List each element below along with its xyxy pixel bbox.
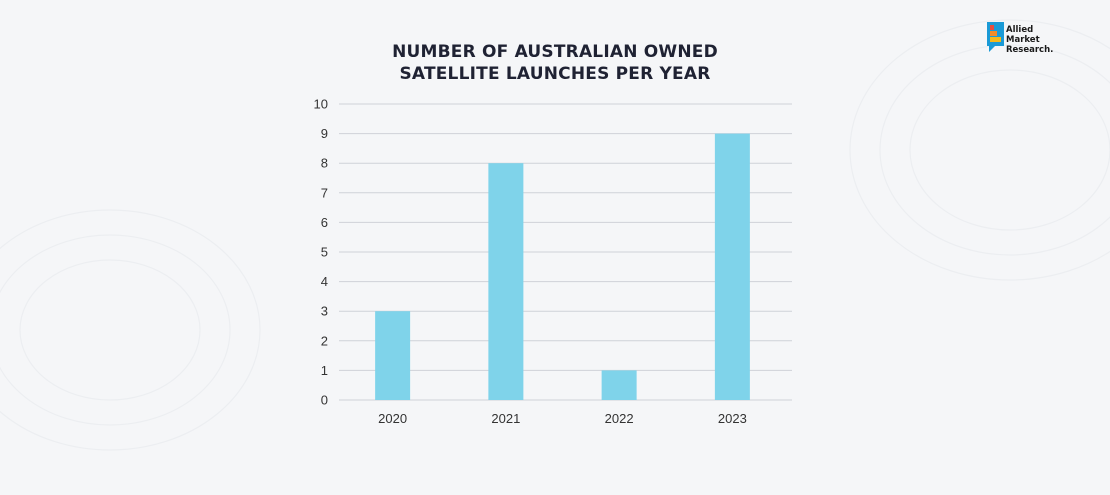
x-tick-label: 2023 bbox=[718, 411, 747, 426]
logo-text-line-2: Market bbox=[1006, 35, 1040, 45]
y-tick-label: 0 bbox=[321, 393, 328, 408]
y-tick-label: 10 bbox=[314, 97, 328, 112]
y-axis-tick-labels: 0 1 2 3 4 5 6 7 8 9 10 bbox=[314, 97, 328, 408]
y-tick-label: 6 bbox=[321, 215, 328, 230]
bars bbox=[375, 133, 750, 400]
bar-2021 bbox=[488, 163, 524, 400]
logo-text-line-1: Allied bbox=[1006, 25, 1034, 35]
x-tick-label: 2022 bbox=[605, 411, 634, 426]
y-tick-label: 5 bbox=[321, 245, 328, 260]
bar-2020 bbox=[375, 311, 411, 400]
y-tick-label: 9 bbox=[321, 126, 328, 141]
logo-mark-icon bbox=[987, 22, 1004, 52]
y-tick-label: 1 bbox=[321, 363, 328, 378]
y-tick-label: 3 bbox=[321, 304, 328, 319]
y-tick-label: 4 bbox=[321, 274, 328, 289]
x-axis-tick-labels: 2020 2021 2022 2023 bbox=[378, 411, 747, 426]
logo-text-line-3: Research. bbox=[1006, 45, 1054, 55]
bar-2022 bbox=[601, 370, 637, 400]
x-tick-label: 2020 bbox=[378, 411, 407, 426]
y-tick-label: 8 bbox=[321, 156, 328, 171]
allied-market-research-logo: Allied Market Research. bbox=[985, 21, 1077, 69]
bar-2023 bbox=[714, 133, 750, 400]
y-tick-label: 2 bbox=[321, 333, 328, 348]
y-tick-label: 7 bbox=[321, 185, 328, 200]
x-tick-label: 2021 bbox=[491, 411, 520, 426]
